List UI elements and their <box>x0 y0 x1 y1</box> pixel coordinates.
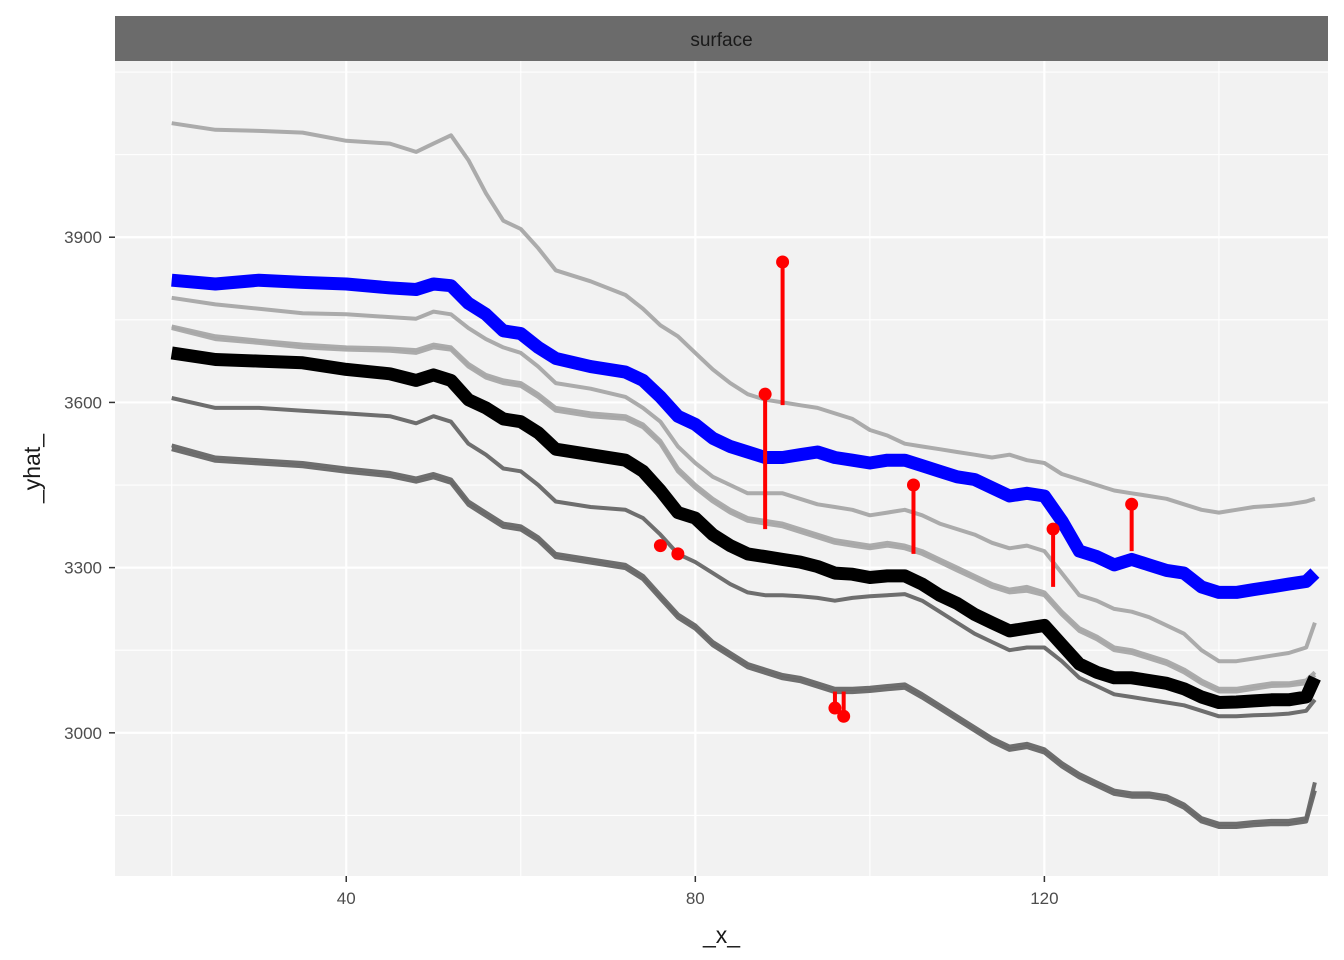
x-tick-label: 120 <box>1030 889 1058 908</box>
facet-label: surface <box>690 30 752 51</box>
profile-line <box>171 121 1316 515</box>
highlight-line-mean <box>170 346 1321 709</box>
facet-strip <box>115 16 1328 61</box>
residual-point <box>837 709 851 723</box>
y-axis-title: _yhat_ <box>19 433 45 504</box>
y-tick-label: 3600 <box>64 393 102 412</box>
profile-line <box>171 443 1317 826</box>
residuals <box>653 255 1139 723</box>
residual-point <box>758 387 772 401</box>
y-axis: 3000 3300 3600 3900 <box>64 228 115 743</box>
y-tick-label: 3300 <box>64 559 102 578</box>
plot-panel <box>115 61 1328 876</box>
x-tick-label: 80 <box>686 889 705 908</box>
y-tick-label: 3000 <box>64 724 102 743</box>
profile-line <box>171 324 1317 691</box>
grid <box>115 61 1328 876</box>
residual-point <box>653 539 667 553</box>
profile-line <box>171 396 1317 719</box>
x-tick-label: 40 <box>337 889 356 908</box>
residual-point <box>1046 522 1060 536</box>
residual-point <box>906 478 920 492</box>
residual-point <box>776 255 790 269</box>
residual-point <box>671 547 685 561</box>
profile-line <box>171 295 1317 664</box>
y-tick-label: 3900 <box>64 228 102 247</box>
x-axis: 40 80 120 <box>337 876 1059 908</box>
x-axis-title: _x_ <box>702 922 741 948</box>
residual-point <box>1125 497 1139 511</box>
profile-line <box>171 326 1317 694</box>
highlight-line-top <box>171 273 1320 599</box>
residual-point <box>828 701 842 715</box>
